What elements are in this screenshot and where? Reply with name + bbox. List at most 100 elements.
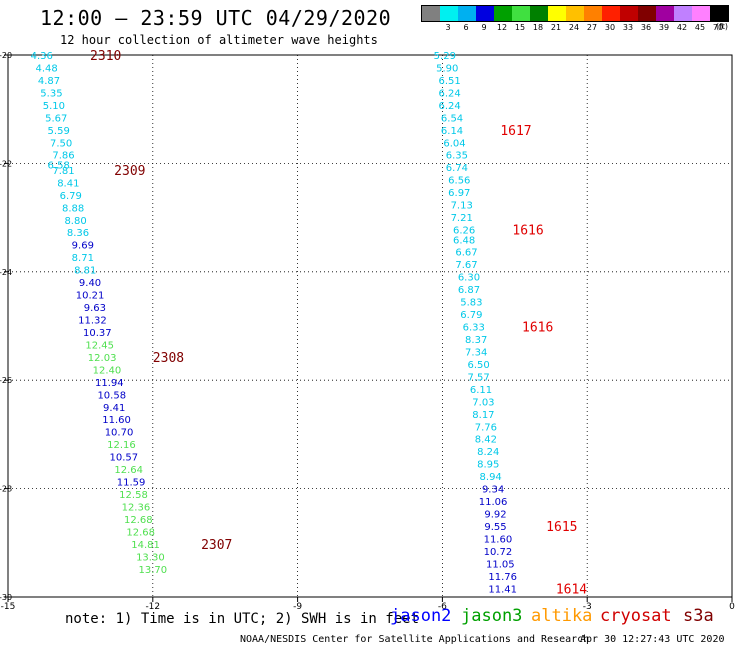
y-tick-label: -22 bbox=[0, 159, 12, 168]
wave-height-label: 6.24 bbox=[439, 101, 461, 112]
legend-swatch bbox=[584, 6, 602, 21]
legend-label: 42 bbox=[676, 23, 688, 32]
wave-height-label: 14.81 bbox=[131, 540, 160, 551]
legend-label: 27 bbox=[586, 23, 598, 32]
pass-number-label: 1616 bbox=[522, 321, 553, 336]
wave-height-label: 12.64 bbox=[114, 465, 143, 476]
wave-height-label: 7.34 bbox=[465, 347, 487, 358]
wave-height-label: 6.30 bbox=[458, 273, 480, 284]
legend-label: 15 bbox=[514, 23, 526, 32]
wave-height-label: 9.63 bbox=[84, 303, 106, 314]
wave-height-label: 6.79 bbox=[460, 310, 482, 321]
wave-height-label: 12.68 bbox=[126, 527, 155, 538]
wave-height-label: 13.30 bbox=[136, 552, 165, 563]
wave-height-label: 4.36 bbox=[31, 51, 53, 62]
wave-height-label: 10.70 bbox=[105, 428, 134, 439]
chart-subtitle: 12 hour collection of altimeter wave hei… bbox=[60, 33, 378, 47]
legend-swatch bbox=[656, 6, 674, 21]
wave-height-label: 6.67 bbox=[455, 248, 477, 259]
wave-height-label: 7.67 bbox=[455, 260, 477, 271]
legend-label: 45 bbox=[694, 23, 706, 32]
legend-label: 3 bbox=[445, 23, 451, 32]
sat-label-s3a: s3a bbox=[683, 606, 714, 626]
color-scale-labels: 3 6 9 12 15 18 21 24 27 30 33 36 39 42 45 70 bbox=[421, 22, 727, 34]
wave-height-label: 10.21 bbox=[76, 291, 105, 302]
sat-label-altika: altika bbox=[531, 606, 593, 626]
legend-label: 21 bbox=[550, 23, 562, 32]
legend-swatch bbox=[494, 6, 512, 21]
sat-label-cryosat: cryosat bbox=[600, 606, 672, 626]
wave-height-label: 7.13 bbox=[451, 201, 473, 212]
legend-label-spacer bbox=[421, 22, 439, 34]
legend-label: 18 bbox=[532, 23, 544, 32]
wave-height-label: 6.56 bbox=[448, 176, 470, 187]
wave-height-label: 8.24 bbox=[477, 447, 499, 458]
wave-height-label: 7.50 bbox=[50, 138, 72, 149]
wave-height-label: 7.03 bbox=[472, 397, 494, 408]
legend-swatch bbox=[692, 6, 710, 21]
wave-height-label: 8.71 bbox=[72, 253, 94, 264]
wave-height-label: 9.69 bbox=[72, 241, 94, 252]
sat-label-jason2: jason2 bbox=[390, 606, 452, 626]
wave-height-label: 11.41 bbox=[488, 584, 517, 595]
wave-height-label: 7.21 bbox=[451, 213, 473, 224]
wave-height-label: 6.24 bbox=[439, 88, 461, 99]
legend-label: 9 bbox=[481, 23, 487, 32]
wave-height-label: 8.81 bbox=[74, 266, 96, 277]
chart-title: 12:00 – 23:59 UTC 04/29/2020 bbox=[40, 6, 392, 30]
wave-height-label: 10.37 bbox=[83, 328, 112, 339]
pass-number-label: 2309 bbox=[114, 164, 145, 179]
wave-height-label: 6.87 bbox=[458, 285, 480, 296]
wave-height-label: 8.37 bbox=[465, 335, 487, 346]
sat-label-jason3: jason3 bbox=[461, 606, 523, 626]
legend-swatch bbox=[458, 6, 476, 21]
wave-height-label: 6.04 bbox=[443, 138, 465, 149]
wave-height-label: 9.55 bbox=[484, 522, 506, 533]
pass-number-label: 2308 bbox=[153, 351, 184, 366]
wave-height-label: 6.11 bbox=[470, 385, 492, 396]
wave-height-label: 6.26 bbox=[453, 226, 475, 237]
wave-height-label: 5.67 bbox=[45, 113, 67, 124]
wave-height-label: 11.06 bbox=[479, 497, 508, 508]
wave-height-label: 12.40 bbox=[93, 365, 122, 376]
wave-height-label: 8.80 bbox=[64, 216, 86, 227]
pass-number-label: 1615 bbox=[546, 520, 577, 535]
wave-height-label: 8.36 bbox=[67, 228, 89, 239]
wave-height-label: 5.90 bbox=[436, 63, 458, 74]
legend-swatch bbox=[602, 6, 620, 21]
pass-number-label: 1616 bbox=[512, 224, 543, 239]
legend-swatch bbox=[548, 6, 566, 21]
wave-height-label: 5.83 bbox=[460, 298, 482, 309]
wave-height-label: 7.76 bbox=[475, 422, 497, 433]
wave-height-label: 12.36 bbox=[122, 502, 151, 513]
color-scale-legend bbox=[421, 5, 729, 22]
wave-height-label: 11.94 bbox=[95, 378, 124, 389]
legend-label: 70 bbox=[712, 23, 724, 32]
wave-height-label: 11.76 bbox=[488, 572, 517, 583]
footer-timestamp: Apr 30 12:27:43 UTC 2020 bbox=[580, 634, 725, 645]
color-scale-unit: (ft) bbox=[716, 22, 729, 31]
legend-label: 12 bbox=[496, 23, 508, 32]
wave-height-label: 6.48 bbox=[453, 235, 475, 246]
legend-swatch bbox=[620, 6, 638, 21]
wave-height-label: 12.16 bbox=[107, 440, 136, 451]
wave-height-label: 11.05 bbox=[486, 559, 515, 570]
wave-height-label: 9.40 bbox=[79, 278, 101, 289]
y-tick-label: -28 bbox=[0, 485, 12, 494]
wave-height-label: 7.57 bbox=[467, 372, 489, 383]
wave-height-label: 11.60 bbox=[484, 534, 513, 545]
x-tick-label: 0 bbox=[729, 602, 735, 612]
wave-height-label: 13.70 bbox=[138, 565, 167, 576]
wave-height-label: 6.74 bbox=[446, 163, 468, 174]
wave-height-label: 8.88 bbox=[62, 203, 84, 214]
legend-label: 24 bbox=[568, 23, 580, 32]
wave-height-label: 9.92 bbox=[484, 510, 506, 521]
pass-number-label: 1617 bbox=[500, 124, 531, 139]
wave-height-label: 12.68 bbox=[124, 515, 153, 526]
y-tick-label: -26 bbox=[0, 376, 12, 385]
wave-height-label: 12.45 bbox=[85, 340, 114, 351]
wave-height-label: 8.42 bbox=[475, 435, 497, 446]
wave-height-label: 10.72 bbox=[484, 547, 513, 558]
wave-height-label: 6.97 bbox=[448, 188, 470, 199]
